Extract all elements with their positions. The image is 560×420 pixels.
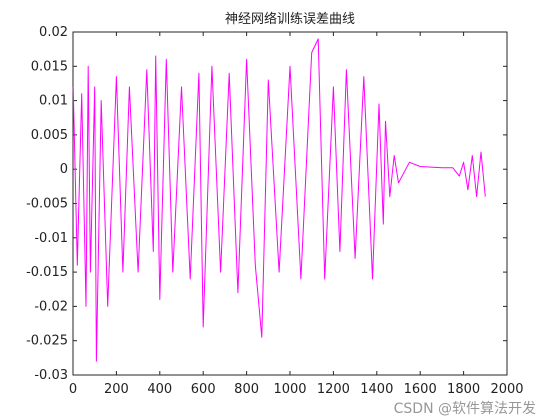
x-tick-label: 1000 [273,382,306,397]
y-tick-label: 0.005 [31,128,68,143]
x-tick-label: 1400 [360,382,393,397]
x-tick-label: 800 [234,382,259,397]
csdn-watermark: CSDN @软件算法开发 [393,401,536,417]
x-tick-label: 1600 [404,382,437,397]
series-layer [72,38,486,362]
chart-title: 神经网络训练误差曲线 [225,11,355,27]
y-tick-label: 0 [60,162,68,177]
y-tick-label: 0.01 [39,94,68,109]
x-tick-label: 600 [191,382,216,397]
x-tick-label: 2000 [490,382,523,397]
plot-area [72,31,508,376]
x-axis: 0 200 400 600 800 1000 1200 1400 1600 1800 2000 [69,32,524,397]
y-tick-label: 0.02 [39,25,68,40]
x-tick-label: 200 [104,382,129,397]
x-tick-label: 400 [147,382,172,397]
y-tick-label: -0.01 [34,231,68,246]
y-tick-label: -0.015 [26,265,68,280]
y-axis: 0.02 0.015 0.01 0.005 0 -0.005 -0.01 -0.015 -0.0… [26,25,507,383]
y-tick-label: -0.005 [26,197,68,212]
x-tick-label: 1200 [317,382,350,397]
error-series-line [72,38,486,362]
x-tick-label: 0 [69,382,77,397]
y-tick-label: -0.025 [26,334,68,349]
y-tick-label: -0.02 [34,299,68,314]
y-tick-label: -0.03 [34,368,68,383]
x-tick-label: 1800 [447,382,480,397]
y-tick-label: 0.015 [31,59,68,74]
